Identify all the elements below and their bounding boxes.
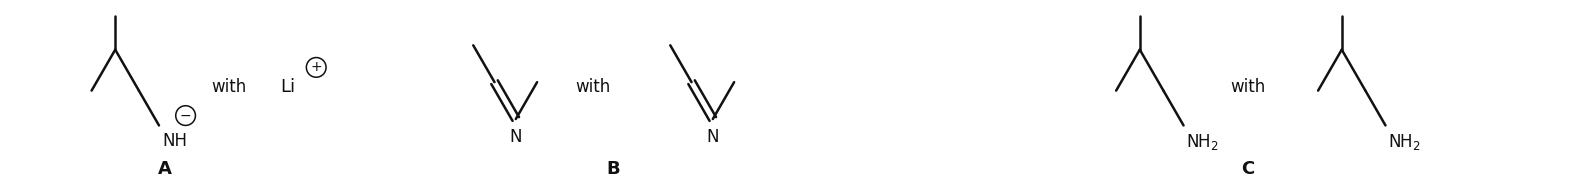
Text: N: N <box>707 128 720 146</box>
Text: Li: Li <box>280 78 296 96</box>
Text: NH$_2$: NH$_2$ <box>1389 132 1421 152</box>
Text: −: − <box>180 109 191 122</box>
Text: N: N <box>510 128 523 146</box>
Text: +: + <box>310 60 323 74</box>
Text: NH: NH <box>162 132 188 150</box>
Text: C: C <box>1241 160 1255 178</box>
Text: with: with <box>1230 78 1266 96</box>
Text: with: with <box>211 78 246 96</box>
Text: A: A <box>157 160 172 178</box>
Text: B: B <box>605 160 620 178</box>
Text: NH$_2$: NH$_2$ <box>1187 132 1219 152</box>
Text: with: with <box>575 78 610 96</box>
